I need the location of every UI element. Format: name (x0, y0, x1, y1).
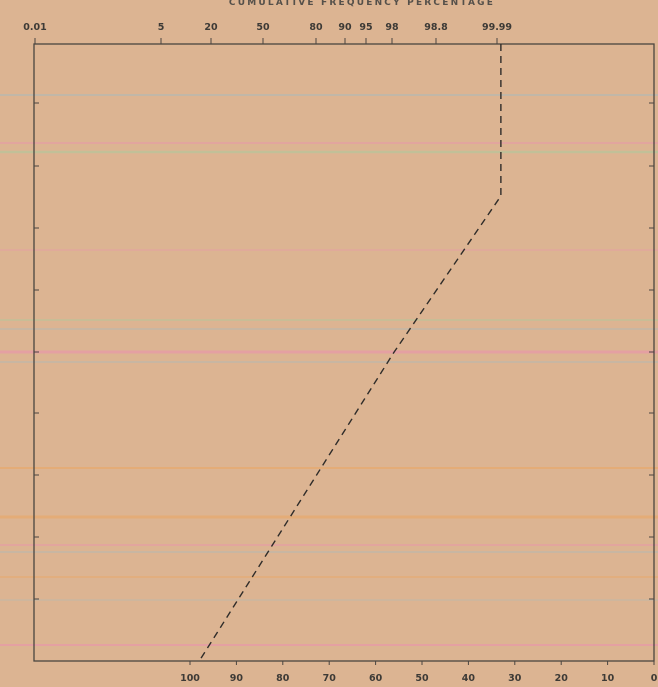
cumulative-frequency-line (198, 44, 502, 662)
top-axis-tick-label: 5 (158, 22, 165, 33)
bottom-axis-tick-label: 20 (555, 673, 569, 684)
top-axis-tick-label: 20 (204, 22, 218, 33)
top-axis-tick-label: 80 (309, 22, 323, 33)
right-axis (649, 102, 654, 600)
bottom-axis-tick-label: 70 (323, 673, 337, 684)
top-axis: 0.01 5 20 50 80 90 95 98 98.8 99.99 (23, 22, 512, 44)
top-axis-tick-label: 98 (385, 22, 399, 33)
bottom-axis: 100 90 80 70 60 50 40 30 20 10 0 (180, 661, 658, 684)
bottom-axis-tick-label: 60 (369, 673, 383, 684)
top-axis-tick-label: 95 (359, 22, 372, 33)
background-rules (0, 94, 658, 646)
bottom-axis-tick-label: 80 (276, 673, 290, 684)
bottom-axis-tick-label: 0 (651, 673, 658, 684)
bottom-axis-tick-label: 100 (180, 673, 200, 684)
top-axis-tick-label: 99.99 (482, 22, 512, 33)
bottom-axis-tick-label: 50 (415, 673, 429, 684)
series-group (198, 44, 502, 662)
bottom-axis-tick-label: 90 (230, 673, 244, 684)
bottom-axis-tick-label: 10 (601, 673, 615, 684)
bottom-axis-tick-label: 40 (462, 673, 476, 684)
top-axis-tick-label: 50 (256, 22, 270, 33)
top-axis-tick-label: 98.8 (424, 22, 448, 33)
bottom-axis-tick-label: 30 (508, 673, 522, 684)
top-axis-tick-label: 90 (338, 22, 352, 33)
left-axis (34, 102, 39, 600)
top-axis-tick-label: 0.01 (23, 22, 46, 33)
chart-title: CUMULATIVE FREQUENCY PERCENTAGE (229, 0, 495, 8)
